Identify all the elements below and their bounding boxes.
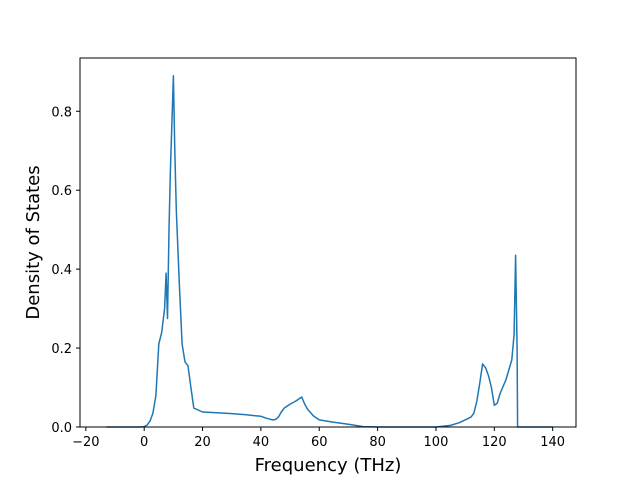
y-axis-ticks: 0.0 0.2 0.4 0.6 0.8: [51, 105, 80, 436]
y-tick-label: 0.4: [51, 263, 72, 278]
x-axis-label: Frequency (THz): [255, 455, 402, 476]
x-tick-label: 80: [369, 435, 386, 450]
x-tick-label: 40: [253, 435, 270, 450]
y-axis-label: Density of States: [23, 165, 44, 319]
y-tick-label: 0.6: [51, 184, 72, 199]
y-tick-label: 0.8: [51, 105, 72, 120]
x-tick-label: 0: [140, 435, 148, 450]
x-tick-label: −20: [72, 435, 99, 450]
x-tick-label: 100: [424, 435, 449, 450]
y-tick-label: 0.2: [51, 342, 72, 357]
x-tick-label: 140: [540, 435, 565, 450]
y-tick-label: 0.0: [51, 421, 72, 436]
series-layer: [106, 75, 553, 428]
x-tick-label: 120: [482, 435, 507, 450]
plot-frame: [79, 57, 577, 428]
x-tick-label: 60: [311, 435, 328, 450]
series-line-0: [106, 75, 553, 428]
x-axis-ticks: −20 0 20 40 60 80 100 120 140: [72, 427, 565, 450]
x-tick-label: 20: [194, 435, 211, 450]
